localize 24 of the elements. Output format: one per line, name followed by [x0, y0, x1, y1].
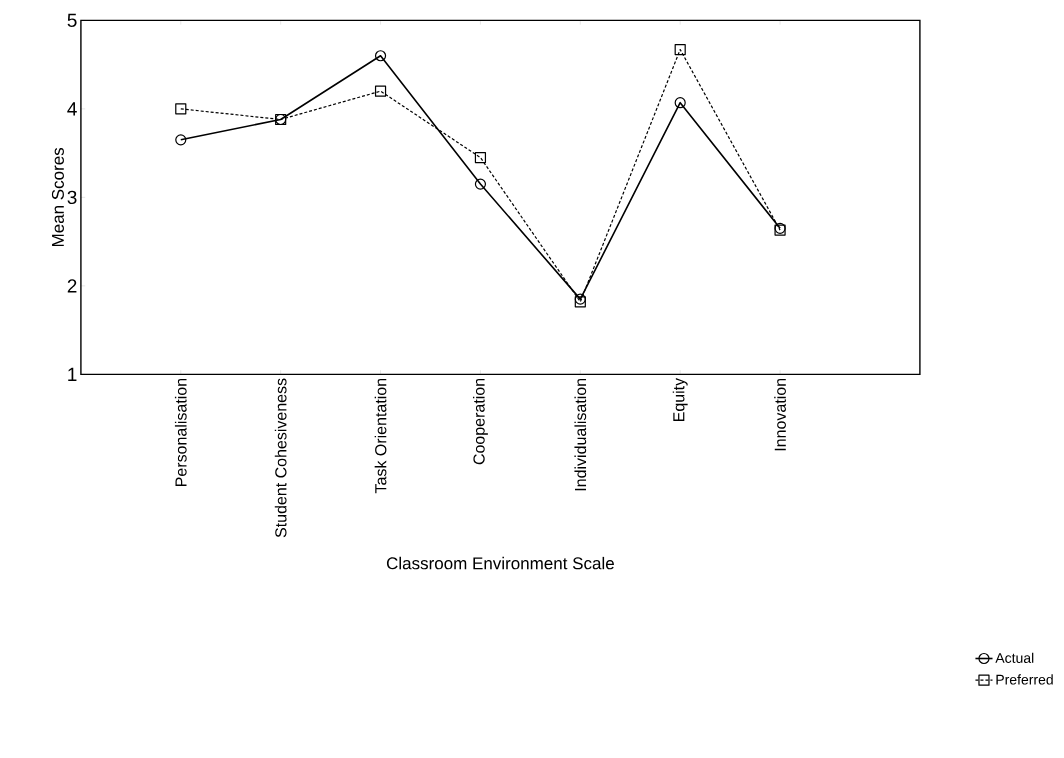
y-tick-label: 3	[67, 190, 77, 205]
y-tick-label: 2	[67, 279, 77, 293]
legend-label: Preferred	[996, 674, 1053, 685]
x-tick-label: Innovation	[774, 378, 786, 451]
y-tick-label: 1	[68, 367, 77, 381]
point	[374, 85, 387, 97]
point	[474, 151, 487, 164]
x-tick-label: Student Cohesiveness	[274, 378, 287, 538]
x-axis-title: Classroom Environment Scale	[386, 556, 614, 570]
x-tick-label: Individualisation	[574, 378, 587, 491]
x-tick-label: Equity	[672, 377, 688, 422]
x-tick-label: Cooperation	[472, 378, 488, 465]
point	[175, 134, 187, 146]
point	[674, 97, 686, 109]
point	[474, 178, 487, 190]
x-tick-label: Personalisation	[174, 378, 187, 486]
y-axis-title: Mean Scores	[51, 147, 64, 247]
point	[374, 50, 387, 62]
y-tick-label: 4	[67, 102, 77, 116]
point	[175, 103, 187, 115]
point	[674, 43, 686, 56]
x-tick-label: Task Orientation	[374, 378, 387, 494]
legend-label: Actual	[995, 652, 1034, 663]
y-tick-label: 5	[67, 13, 77, 27]
